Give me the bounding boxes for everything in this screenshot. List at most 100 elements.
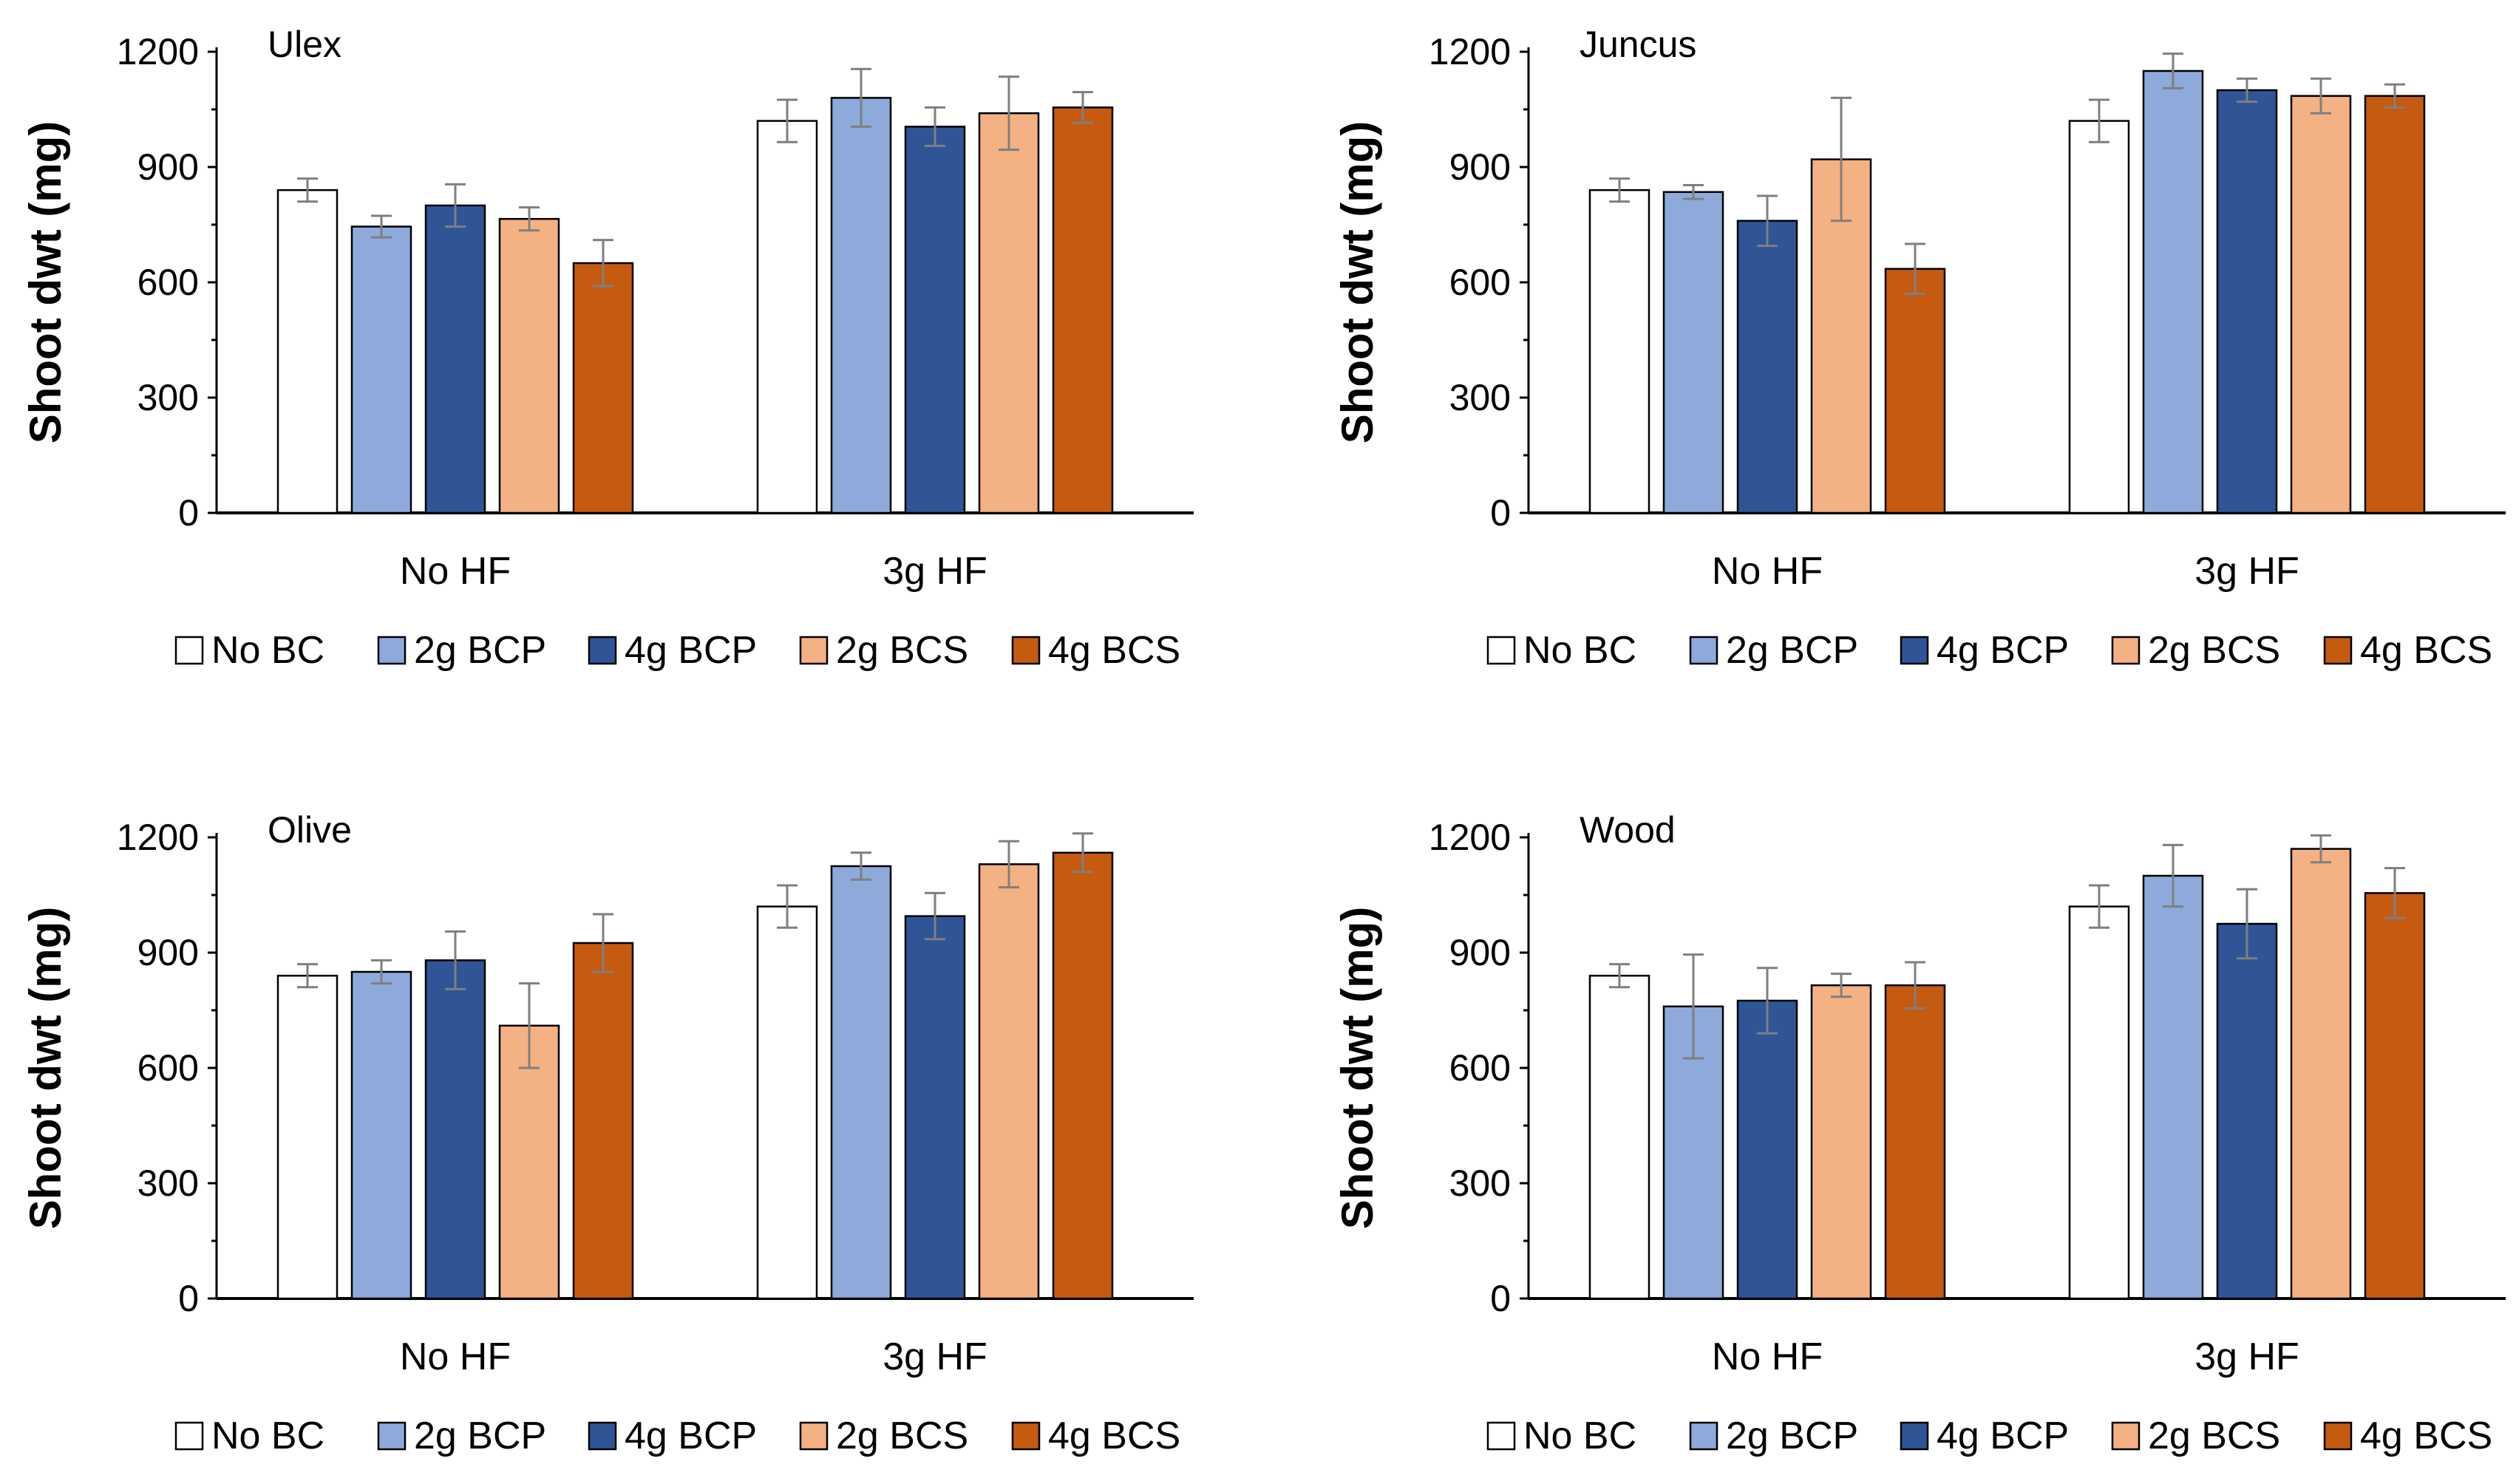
legend-item-2g-bcs: 2g BCS — [2111, 1415, 2280, 1457]
y-tick-label: 1200 — [117, 817, 199, 858]
error-bar-no-hf-4g-bcs — [1905, 961, 1925, 1010]
y-tick-label: 0 — [178, 1278, 199, 1319]
bar-no-hf-2g-bcs — [1810, 984, 1872, 1300]
legend-swatch — [799, 636, 829, 665]
bar-3g-hf-no-bc — [2068, 120, 2130, 514]
y-tick-label: 600 — [1449, 262, 1511, 303]
error-bar-no-hf-4g-bcp — [445, 183, 466, 228]
panel-juncus: Shoot dwt (mg) Juncus 0 300 600 900 1200 No HF 3… — [1333, 24, 2506, 672]
legend-item-4g-bcp: 4g BCP — [588, 1415, 757, 1457]
bar-no-hf-2g-bcs — [498, 1024, 560, 1300]
bar-3g-hf-4g-bcs — [1052, 851, 1114, 1300]
error-bar-3g-hf-4g-bcp — [2237, 888, 2257, 960]
y-axis-title: Shoot dwt (mg) — [1333, 907, 1382, 1230]
legend-label: 4g BCS — [2360, 629, 2492, 672]
legend-label: 4g BCP — [625, 629, 757, 672]
legend-swatch — [2323, 636, 2353, 665]
legend-item-2g-bcs: 2g BCS — [2111, 629, 2280, 672]
bar-3g-hf-2g-bcs — [978, 863, 1040, 1300]
bar-3g-hf-4g-bcp — [904, 126, 966, 514]
error-bar-3g-hf-4g-bcs — [2384, 83, 2405, 109]
error-bar-3g-hf-2g-bcs — [999, 75, 1019, 152]
legend-swatch — [588, 1421, 617, 1451]
legend-swatch — [1689, 1421, 1718, 1451]
error-bar-3g-hf-2g-bcp — [2163, 843, 2183, 908]
error-bar-no-hf-2g-bcs — [519, 982, 540, 1069]
y-tick-label: 300 — [1449, 1163, 1511, 1204]
legend-swatch — [2323, 1421, 2353, 1451]
legend-label: 2g BCP — [1726, 629, 1858, 672]
bar-no-hf-2g-bcp — [1662, 191, 1724, 514]
y-tick-label: 600 — [137, 1047, 199, 1089]
legend-label: No BC — [1523, 629, 1636, 672]
bar-no-hf-4g-bcs — [572, 262, 634, 514]
error-bar-no-hf-2g-bcp — [1683, 953, 1704, 1060]
error-bar-no-hf-no-bc — [297, 177, 318, 203]
legend-swatch — [1900, 636, 1929, 665]
y-tick-label: 300 — [137, 377, 199, 418]
error-bar-3g-hf-2g-bcs — [2311, 77, 2331, 115]
x-category-label: No HF — [1712, 550, 1823, 593]
legend-item-2g-bcp: 2g BCP — [377, 1415, 546, 1457]
legend-swatch — [174, 1421, 204, 1451]
legend-label: 2g BCP — [414, 629, 546, 672]
legend-swatch — [377, 636, 407, 665]
y-tick-label: 0 — [178, 492, 199, 534]
y-axis-title: Shoot dwt (mg) — [21, 121, 70, 444]
bar-3g-hf-4g-bcs — [2364, 95, 2426, 514]
bar-no-hf-4g-bcp — [424, 959, 486, 1300]
y-tick-label: 300 — [1449, 377, 1511, 418]
error-bar-no-hf-2g-bcs — [1831, 973, 1852, 998]
error-bar-3g-hf-2g-bcp — [851, 67, 871, 128]
legend-label: No BC — [1523, 1415, 1636, 1457]
legend-label: 4g BCS — [2360, 1415, 2492, 1457]
y-tick-label: 900 — [1449, 932, 1511, 973]
y-tick-label: 1200 — [1429, 31, 1511, 72]
bar-3g-hf-2g-bcs — [2290, 95, 2352, 514]
legend-label: 2g BCP — [414, 1415, 546, 1457]
legend-item-no-bc: No BC — [1486, 629, 1636, 672]
bar-3g-hf-4g-bcp — [904, 915, 966, 1300]
error-bar-3g-hf-4g-bcs — [2384, 867, 2405, 919]
bar-3g-hf-2g-bcp — [2142, 69, 2204, 514]
bar-no-hf-2g-bcs — [498, 217, 560, 514]
error-bar-no-hf-4g-bcp — [1757, 194, 1778, 248]
legend-swatch — [1486, 636, 1516, 665]
x-category-label: 3g HF — [2194, 550, 2299, 593]
legend-label: No BC — [211, 629, 324, 672]
bar-3g-hf-2g-bcs — [2290, 848, 2352, 1300]
error-bar-3g-hf-4g-bcs — [1072, 832, 1093, 874]
bar-3g-hf-4g-bcs — [1052, 106, 1114, 514]
bar-3g-hf-no-bc — [756, 120, 818, 514]
x-category-label: No HF — [1712, 1335, 1823, 1378]
legend-swatch — [377, 1421, 407, 1451]
legend-label: 2g BCS — [2148, 629, 2280, 672]
bar-no-hf-2g-bcp — [350, 970, 412, 1300]
bar-no-hf-4g-bcs — [1884, 984, 1946, 1300]
bar-no-hf-no-bc — [276, 974, 339, 1300]
legend-item-4g-bcs: 4g BCS — [1011, 1415, 1180, 1457]
bar-no-hf-no-bc — [276, 188, 339, 514]
legend-label: 2g BCS — [2148, 1415, 2280, 1457]
error-bar-no-hf-no-bc — [1609, 177, 1630, 203]
error-bar-3g-hf-no-bc — [2089, 884, 2109, 929]
legend-item-4g-bcp: 4g BCP — [1900, 629, 2069, 672]
error-bar-no-hf-4g-bcs — [1905, 242, 1925, 296]
legend-item-2g-bcp: 2g BCP — [1689, 629, 1858, 672]
y-tick-label: 0 — [1490, 1278, 1511, 1319]
legend-label: 4g BCS — [1048, 629, 1180, 672]
bar-3g-hf-2g-bcp — [830, 865, 892, 1300]
legend-item-2g-bcp: 2g BCP — [1689, 1415, 1858, 1457]
error-bar-no-hf-2g-bcs — [519, 206, 540, 232]
error-bar-3g-hf-4g-bcp — [925, 891, 945, 941]
legend: No BC 2g BCP 4g BCP 2g BCS 4g BCS — [174, 629, 1180, 672]
bar-no-hf-4g-bcs — [572, 942, 634, 1300]
x-category-label: 3g HF — [883, 550, 987, 593]
legend-label: No BC — [211, 1415, 324, 1457]
error-bar-3g-hf-no-bc — [777, 884, 798, 929]
legend-label: 4g BCP — [1937, 629, 2069, 672]
legend-swatch — [1011, 636, 1041, 665]
y-axis-title: Shoot dwt (mg) — [1333, 121, 1382, 444]
legend-label: 4g BCP — [1937, 1415, 2069, 1457]
legend-swatch — [2111, 636, 2141, 665]
